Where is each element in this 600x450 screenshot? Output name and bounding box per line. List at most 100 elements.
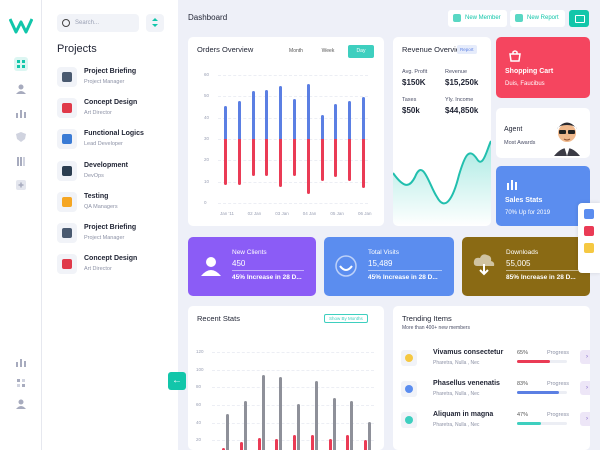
show-by-months-dropdown[interactable]: Show By Months — [324, 314, 368, 323]
tab-week[interactable]: Week — [321, 48, 335, 54]
book-icon — [57, 67, 77, 87]
shield-icon[interactable] — [14, 130, 28, 144]
new-member-button[interactable]: New Member — [448, 10, 507, 27]
new-report-label: New Report — [527, 15, 559, 21]
tab-day[interactable]: Day — [348, 45, 374, 58]
bar-grey[interactable] — [279, 376, 283, 450]
message-button[interactable] — [569, 10, 589, 27]
chevron-right-icon[interactable]: › — [580, 350, 590, 364]
bar-red[interactable] — [346, 435, 350, 450]
bar-upper[interactable] — [320, 115, 324, 139]
progress-label: Progress — [547, 412, 570, 418]
bar-lower[interactable] — [293, 139, 296, 176]
bar-upper[interactable] — [279, 85, 283, 139]
bar-lower[interactable] — [348, 139, 352, 182]
bar-grey[interactable] — [243, 400, 247, 450]
y-tick-label: 100 — [196, 366, 204, 372]
collapse-sidebar-button[interactable]: ← — [168, 372, 186, 390]
gridline — [212, 405, 374, 406]
app-logo[interactable] — [9, 16, 33, 36]
x-tick-label: 02 Jan — [247, 211, 262, 216]
bar-lower[interactable] — [362, 139, 365, 189]
sales-stats-tile[interactable]: Sales Stats 70% Up for 2019 — [496, 166, 590, 226]
total-visits-tile[interactable]: Total Visits 15,489 45% Increase in 28 D… — [324, 237, 454, 296]
bar-red[interactable] — [293, 435, 296, 450]
project-title: Functional Logics — [84, 130, 144, 138]
project-item[interactable]: Development DevOps — [57, 160, 177, 185]
project-role: Art Director — [84, 266, 112, 273]
new-clients-tile[interactable]: New Clients 450 45% Increase in 28 D... — [188, 237, 316, 296]
bar-grey[interactable] — [350, 400, 354, 450]
bar-red[interactable] — [275, 439, 279, 450]
bar-red[interactable] — [310, 435, 314, 450]
stat-value-taxes: $50k — [402, 106, 420, 115]
bar-chart-icon — [507, 180, 517, 190]
bar-upper[interactable] — [293, 98, 296, 139]
report-badge[interactable]: Report — [457, 45, 477, 54]
bar-upper[interactable] — [265, 89, 269, 139]
bar-red[interactable] — [239, 442, 243, 450]
y-tick-label: 10 — [204, 178, 210, 184]
search-input[interactable]: Search... — [57, 14, 139, 32]
revenue-area-chart — [393, 140, 491, 226]
color-icon[interactable] — [584, 226, 594, 236]
project-item[interactable]: Concept Design Art Director — [57, 98, 177, 122]
stats-icon[interactable] — [14, 355, 28, 369]
progress-label: Progress — [547, 381, 570, 387]
bar-grey[interactable] — [226, 414, 229, 450]
bar-grey[interactable] — [261, 374, 265, 450]
new-clients-value: 450 — [232, 259, 246, 268]
apps-icon[interactable] — [14, 376, 28, 390]
project-item[interactable]: Testing QA Managers — [57, 191, 177, 216]
bar-grey[interactable] — [368, 421, 371, 450]
layout-icon[interactable] — [584, 243, 594, 253]
bar-upper[interactable] — [348, 100, 352, 139]
bar-red[interactable] — [364, 440, 367, 450]
users-icon[interactable] — [14, 82, 28, 96]
bar-chart-icon[interactable] — [14, 106, 28, 120]
bar-upper[interactable] — [237, 100, 241, 139]
bar-lower[interactable] — [237, 139, 241, 185]
progress-fill — [517, 360, 550, 363]
project-item[interactable]: Project Briefing Project Manager — [57, 223, 177, 247]
bar-red[interactable] — [257, 438, 261, 450]
project-item[interactable]: Concept Design Art Director — [57, 254, 177, 278]
bar-upper[interactable] — [224, 106, 227, 139]
downloads-tile[interactable]: Downloads 55,005 85% Increase in 28 D... — [462, 237, 590, 296]
book-icon[interactable] — [14, 154, 28, 168]
progress-track — [517, 391, 567, 394]
grid-icon[interactable] — [14, 57, 28, 71]
bar-lower[interactable] — [279, 139, 283, 187]
bar-upper[interactable] — [334, 104, 338, 139]
bar-grey[interactable] — [314, 380, 318, 450]
bar-grey[interactable] — [297, 403, 300, 450]
bar-lower[interactable] — [265, 139, 269, 176]
bar-lower[interactable] — [251, 139, 255, 176]
project-item[interactable]: Functional Logics Lead Developer — [57, 129, 177, 153]
shopping-cart-tile[interactable]: Shopping Cart Duis, Faucibus — [496, 37, 590, 98]
project-title: Concept Design — [84, 255, 138, 263]
trending-item-percent: 65% — [517, 350, 529, 356]
user-icon[interactable] — [14, 397, 28, 411]
bar-upper[interactable] — [306, 84, 310, 139]
tab-month[interactable]: Month — [289, 48, 303, 54]
bar-lower[interactable] — [224, 139, 227, 185]
bar-lower[interactable] — [320, 139, 324, 182]
bar-red[interactable] — [222, 447, 225, 450]
x-tick-label: 03 Jan — [275, 211, 289, 216]
bar-grey[interactable] — [332, 397, 336, 450]
new-report-button[interactable]: New Report — [510, 10, 565, 27]
project-role: QA Managers — [84, 203, 118, 210]
project-item[interactable]: Project Briefing Project Manager — [57, 67, 177, 91]
chevron-right-icon[interactable]: › — [580, 412, 590, 426]
sort-button[interactable] — [146, 14, 164, 32]
bar-upper[interactable] — [251, 91, 255, 139]
bar-upper[interactable] — [362, 96, 365, 139]
bar-red[interactable] — [328, 439, 332, 450]
agent-title: Agent — [504, 126, 523, 133]
plus-icon[interactable] — [14, 178, 28, 192]
chevron-right-icon[interactable]: › — [580, 381, 590, 395]
settings-icon[interactable] — [584, 209, 594, 219]
bar-lower[interactable] — [306, 139, 310, 194]
bar-lower[interactable] — [334, 139, 338, 178]
